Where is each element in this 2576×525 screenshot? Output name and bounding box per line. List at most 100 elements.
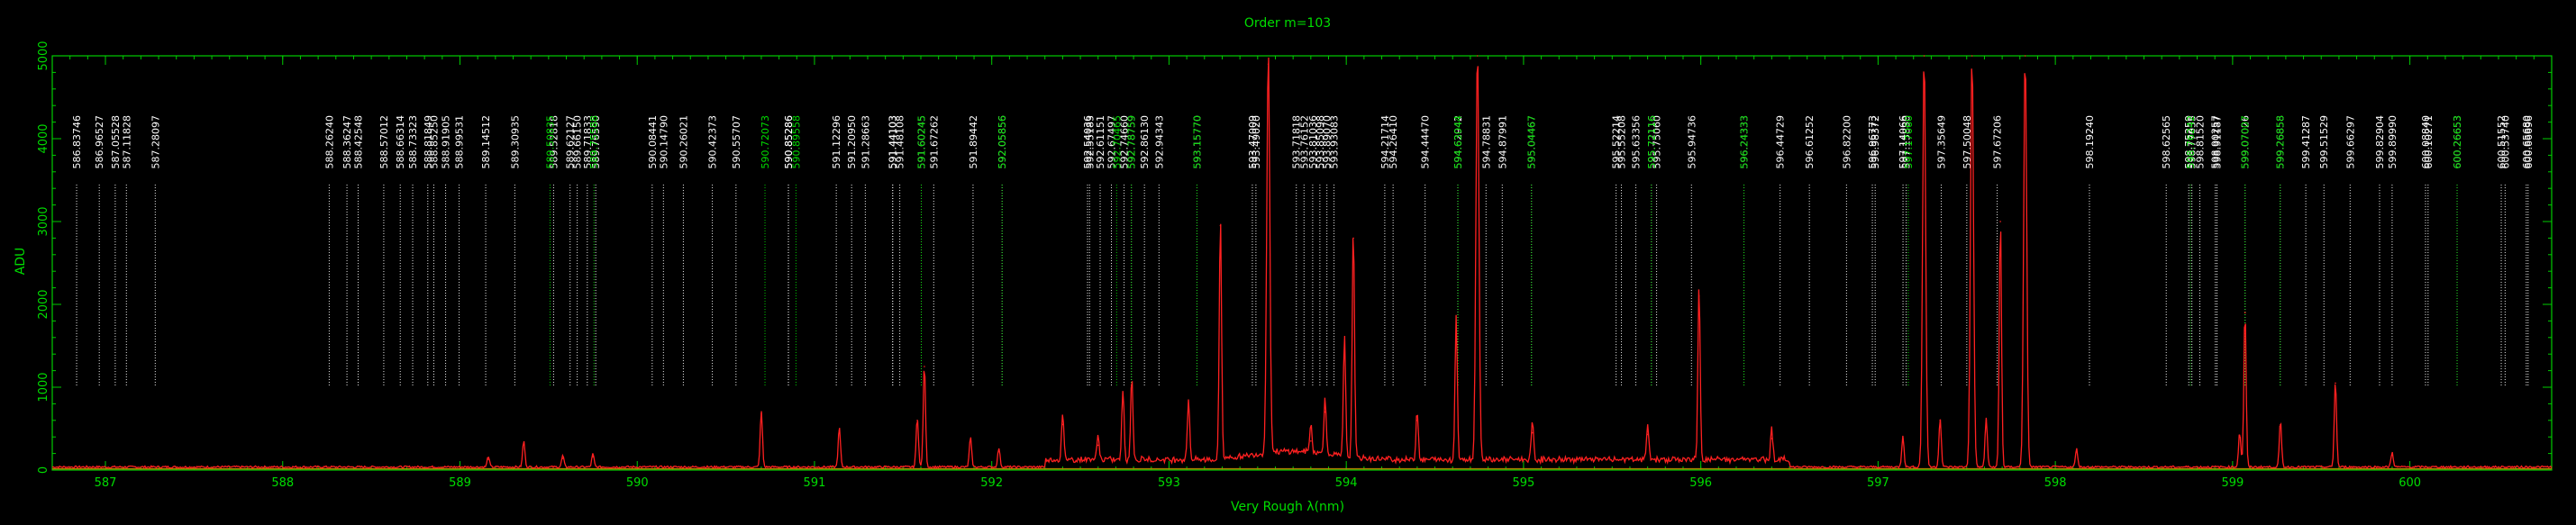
y-tick-label: 5000 [37,41,50,70]
spectrum-peak-point [1416,420,1418,421]
spectrum-peak-point [760,412,762,415]
white-wavelength-label: 594.62942 [1452,115,1464,169]
white-wavelength-label: 597.14066 [1898,115,1909,169]
spectrum-peak-point [561,457,564,459]
x-tick-label: 589 [449,476,471,490]
white-wavelength-label: 598.19240 [2084,115,2096,169]
green-wavelength-label: 592.05856 [997,115,1008,169]
green-wavelength-label: 596.24333 [1739,115,1751,169]
green-wavelength-label: 593.15770 [1191,115,1203,169]
white-wavelength-label: 592.78759 [1126,115,1138,169]
white-wavelength-label: 593.71818 [1291,115,1303,169]
spectrum-peak-point [1999,221,2001,222]
white-wavelength-label: 588.36247 [341,115,353,169]
white-wavelength-label: 586.83746 [71,115,83,169]
white-wavelength-label: 593.93083 [1329,115,1341,169]
y-tick-label: 4000 [37,123,50,153]
white-wavelength-label: 588.57012 [378,115,390,169]
spectrum-peak-point [487,458,489,460]
white-wavelength-label: 596.98372 [1870,115,1881,169]
white-wavelength-label: 592.86130 [1139,115,1151,169]
x-tick-label: 599 [2221,476,2244,490]
spectrum-peak-point [1770,438,1773,439]
spectrum-peak-point [1122,399,1124,401]
spectrum-peak-point [1188,407,1189,409]
white-wavelength-label: 593.76152 [1298,115,1310,169]
white-wavelength-label: 599.82904 [2374,115,2386,169]
white-wavelength-label: 591.12296 [831,115,842,169]
white-wavelength-label: 591.89442 [968,115,979,169]
white-wavelength-label: 587.11828 [121,115,132,169]
x-tick-label: 593 [1158,476,1180,490]
spectrum-peak-point [1455,324,1457,326]
x-tick-label: 598 [2044,476,2067,490]
spectrum-peak-point [2024,55,2026,57]
white-wavelength-label: 588.73323 [407,115,419,169]
white-wavelength-label: 588.99531 [454,115,466,169]
white-wavelength-label: 595.55208 [1616,115,1628,169]
green-wavelength-label: 592.70465 [1111,115,1123,169]
white-wavelength-label: 586.96527 [94,115,105,169]
white-wavelength-label: 592.74660 [1119,115,1131,169]
white-wavelength-label: 592.55183 [1084,115,1096,169]
white-wavelength-label: 594.78831 [1480,115,1492,169]
spectrum-series [51,55,2553,470]
spectrum-peak-point [1698,295,1700,297]
white-wavelength-label: 589.66150 [572,115,584,169]
white-wavelength-label: 597.67206 [1992,115,2004,169]
white-wavelength-label: 589.52818 [548,115,560,169]
spectrum-peak-point [1902,438,1904,439]
white-wavelength-label: 596.24333 [1739,115,1751,169]
spectrum-peak-point [1267,63,1270,65]
white-wavelength-label: 588.85250 [428,115,440,169]
white-wavelength-label: 596.82200 [1841,115,1852,169]
x-tick-label: 590 [626,476,649,490]
white-wavelength-label: 591.44103 [887,115,899,169]
y-tick-label: 0 [37,466,50,474]
white-wavelength-label: 600.08840 [2420,115,2432,169]
spectrum-peak-point [2244,312,2246,314]
white-wavelength-label: 597.15880 [1901,115,1913,169]
spectrum-peak-point [2280,423,2281,426]
white-wavelength-label: 593.81036 [1307,115,1319,169]
spectrum-peak-point [2075,450,2078,453]
white-wavelength-label: 599.26858 [2275,115,2287,169]
x-tick-label: 592 [980,476,1003,490]
spectrum-peak-point [1343,348,1346,351]
green-wavelength-label: 597.17060 [1903,115,1915,169]
white-wavelength-label: 594.44470 [1420,115,1432,169]
white-wavelength-label: 598.90257 [2210,115,2222,169]
white-wavelength-label: 595.75060 [1652,115,1663,169]
spectrum-peak-point [1324,411,1326,413]
white-wavelength-label: 592.54036 [1082,115,1094,169]
spectrum-peak-point [1310,440,1312,442]
green-wavelength-label: 595.72116 [1646,115,1658,169]
spectrum-peak-point [1476,55,1479,57]
white-wavelength-label: 598.77035 [2187,115,2198,169]
spectrum-peak-point [1061,423,1064,426]
spectrum-peak-point [838,430,841,431]
white-wavelength-label: 588.66314 [395,115,406,169]
plot-frame [51,55,2553,471]
white-wavelength-label: 592.61151 [1095,115,1106,169]
white-wavelength-label: 598.62565 [2161,115,2172,169]
white-wavelength-label: 591.60245 [915,115,927,169]
white-wavelength-label: 593.49020 [1251,115,1262,169]
white-wavelength-label: 593.89070 [1322,115,1334,169]
white-wavelength-label: 591.28663 [860,115,871,169]
green-wavelength-label: 591.60245 [915,115,927,169]
green-wavelength-label: 589.50835 [545,115,557,169]
white-wavelength-label: 589.14512 [480,115,492,169]
green-wavelength-label: 600.26653 [2452,115,2463,169]
white-wavelength-label: 592.67497 [1106,115,1118,169]
white-wavelength-label: 590.55707 [731,115,742,169]
green-wavelength-label: 590.72073 [760,115,771,169]
green-wavelength-label: 599.07007 [2240,115,2252,169]
white-wavelength-label: 595.63356 [1631,115,1643,169]
y-tick-label: 1000 [37,372,50,402]
white-wavelength-label: 591.48108 [895,115,906,169]
white-wavelength-label: 592.05856 [997,115,1008,169]
white-wavelength-label: 592.94343 [1153,115,1165,169]
white-wavelength-label: 597.50048 [1962,115,1973,169]
